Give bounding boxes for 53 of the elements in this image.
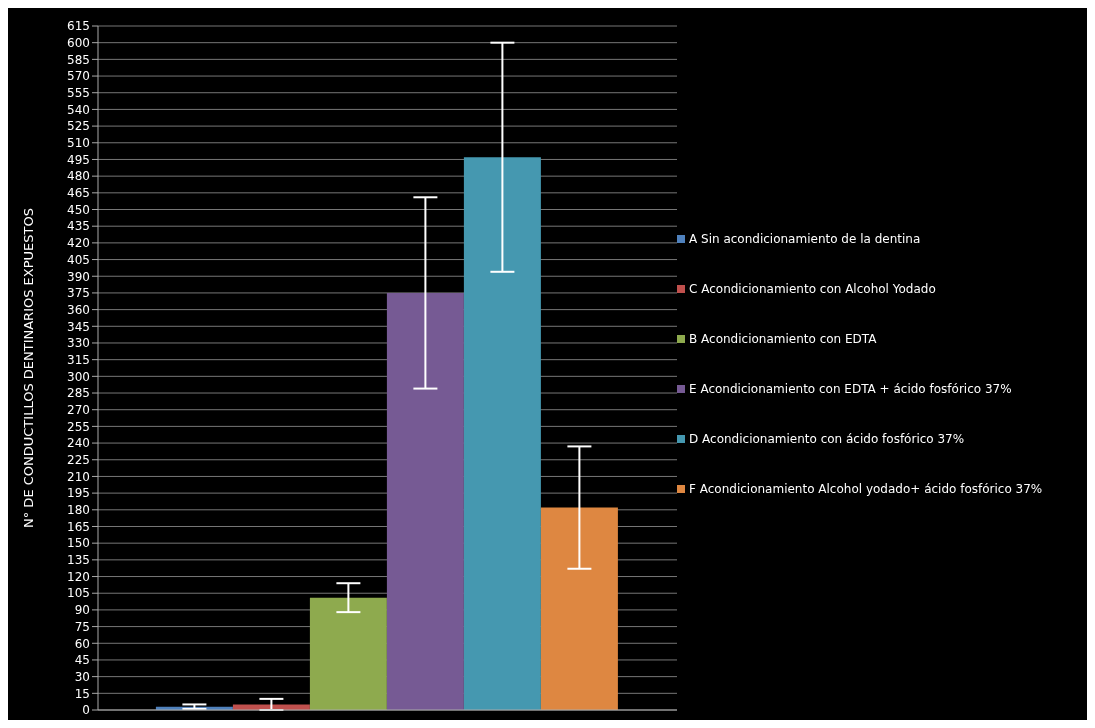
y-tick-label: 585 [67,52,90,67]
y-tick-label: 75 [74,619,90,634]
y-tick-label: 510 [67,136,90,151]
y-tick-label: 570 [67,69,90,84]
y-tick-label: 180 [67,503,90,518]
y-tick-label: 540 [67,102,90,117]
y-tick-label: 390 [67,269,90,284]
y-tick-label: 15 [74,686,90,701]
bar [540,507,618,710]
legend-label: D Acondicionamiento con ácido fosfórico 37% [689,432,965,446]
y-tick-label: 345 [67,319,90,334]
y-tick-label: 315 [67,352,90,367]
y-tick-label: 30 [74,669,90,684]
bar [386,292,464,710]
y-tick-label: 210 [67,469,90,484]
y-tick-label: 255 [67,419,90,434]
y-tick-label: 405 [67,252,90,267]
y-tick-label: 495 [67,152,90,167]
y-tick-label: 90 [74,603,90,618]
bar [309,597,387,710]
legend-label: C Acondicionamiento con Alcohol Yodado [689,282,936,296]
y-tick-label: 480 [67,169,90,184]
y-tick-label: 375 [67,286,90,301]
y-tick-label: 225 [67,453,90,468]
y-axis-title: N° DE CONDUCTILLOS DENTINARIOS EXPUESTOS [20,208,36,528]
y-tick-label: 360 [67,302,90,317]
legend-label: E Acondicionamiento con EDTA + ácido fosfórico 37% [689,382,1012,396]
legend-label: F Acondicionamiento Alcohol yodado+ ácido fosfórico 37% [689,482,1043,496]
y-tick-label: 450 [67,202,90,217]
y-tick-label: 105 [67,586,90,601]
y-tick-label: 285 [67,386,90,401]
y-tick-label: 525 [67,119,90,134]
y-tick-label: 150 [67,536,90,551]
y-tick-label: 600 [67,35,90,50]
y-tick-label: 195 [67,486,90,501]
bar [463,157,541,710]
y-tick-label: 60 [74,636,90,651]
y-tick-label: 240 [67,436,90,451]
y-tick-label: 165 [67,519,90,534]
y-tick-label: 420 [67,236,90,251]
y-tick-label: 270 [67,402,90,417]
y-tick-label: 135 [67,553,90,568]
y-tick-label: 435 [67,219,90,234]
y-tick-label: 0 [82,703,90,718]
y-tick-label: 120 [67,569,90,584]
y-tick-label: 330 [67,336,90,351]
legend-label: B Acondicionamiento con EDTA [689,332,877,346]
y-tick-label: 45 [74,653,90,668]
y-tick-label: 465 [67,186,90,201]
legend-label: A Sin acondicionamiento de la dentina [689,232,921,246]
y-tick-label: 555 [67,85,90,100]
y-tick-label: 615 [67,19,90,34]
y-tick-label: 300 [67,369,90,384]
